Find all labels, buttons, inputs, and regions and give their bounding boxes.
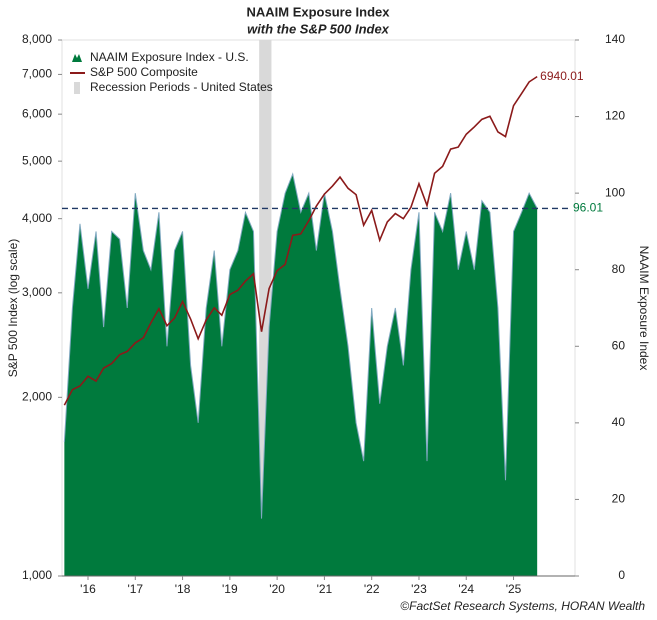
y-tick-label: 3,000 [22,285,52,299]
chart-subtitle: with the S&P 500 Index [247,21,390,36]
x-tick-label: '22 [364,582,380,596]
legend-marker [74,82,80,94]
x-tick-label: '25 [506,582,522,596]
y2-tick-label: 80 [612,262,626,276]
y-axis-label: S&P 500 Index (log scale) [6,239,20,378]
y-tick-label: 8,000 [22,32,52,46]
x-tick-label: '20 [269,582,285,596]
source-note: ©FactSet Research Systems, HORAN Wealth [400,599,645,613]
x-tick-label: '19 [222,582,238,596]
y-tick-label: 4,000 [22,211,52,225]
x-tick-label: '24 [458,582,474,596]
legend-label: S&P 500 Composite [90,65,198,79]
y2-tick-label: 0 [618,568,625,582]
legend-label: NAAIM Exposure Index - U.S. [90,50,249,64]
x-tick-label: '21 [317,582,333,596]
y2-tick-label: 120 [605,109,625,123]
area [64,174,538,576]
y2-tick-label: 40 [612,415,626,429]
y-tick-label: 5,000 [22,153,52,167]
x-tick-label: '16 [80,582,96,596]
y2-axis-label: NAAIM Exposure Index [637,246,651,371]
x-tick-label: '18 [175,582,191,596]
y-tick-label: 1,000 [22,568,52,582]
y-tick-label: 7,000 [22,67,52,81]
legend-label: Recession Periods - United States [90,80,273,94]
y-tick-label: 6,000 [22,106,52,120]
x-tick-label: '17 [127,582,143,596]
y2-tick-label: 60 [612,338,626,352]
y2-tick-label: 140 [605,32,625,46]
legend-marker [72,54,82,62]
y2-tick-label: 100 [605,185,625,199]
chart-title: NAAIM Exposure Index [246,4,390,19]
end-label: 6940.01 [540,69,584,83]
end-label: 96.01 [573,201,603,215]
area-edge [63,172,538,519]
x-tick-label: '23 [411,582,427,596]
y-tick-label: 2,000 [22,390,52,404]
y2-tick-label: 20 [612,492,626,506]
line [63,75,538,406]
